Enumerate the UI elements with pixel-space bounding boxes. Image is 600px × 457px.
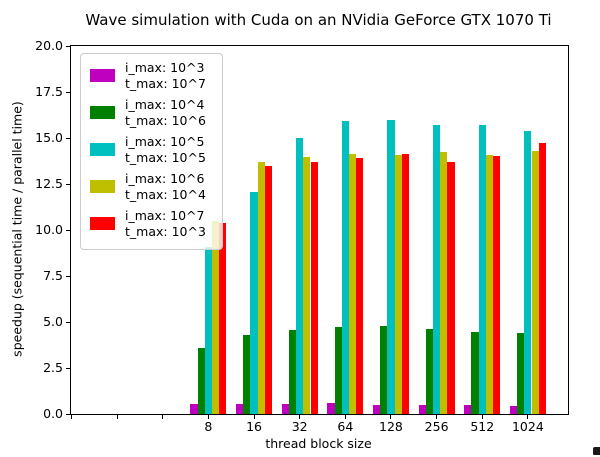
x-tick-mark xyxy=(162,415,164,419)
bar-256-series1 xyxy=(418,404,426,414)
x-tick-mark xyxy=(344,415,346,419)
legend-label: i_max: 10^5 t_max: 10^5 xyxy=(125,134,206,165)
x-tick-label: 256 xyxy=(424,419,449,434)
y-tick-mark xyxy=(66,413,70,415)
bar-8-series4 xyxy=(212,220,220,414)
y-tick-label: 2.5 xyxy=(43,360,63,375)
x-tick-mark xyxy=(390,415,392,419)
legend-label: i_max: 10^4 t_max: 10^6 xyxy=(125,97,206,128)
y-tick-mark xyxy=(66,321,70,323)
legend-label: i_max: 10^3 t_max: 10^7 xyxy=(125,60,206,91)
bar-1024-series4 xyxy=(531,150,539,414)
bar-1024-series1 xyxy=(509,405,518,414)
bar-512-series3 xyxy=(478,125,486,414)
y-tick-mark xyxy=(66,91,70,93)
y-tick-label: 7.5 xyxy=(43,268,63,283)
bar-8-series2 xyxy=(197,347,205,414)
y-tick-label: 0.0 xyxy=(43,406,63,421)
x-tick-label: 32 xyxy=(291,419,308,434)
y-tick-label: 10.0 xyxy=(35,222,63,237)
chart-title: Wave simulation with Cuda on an NVidia G… xyxy=(85,11,552,29)
corner-artifact xyxy=(593,447,600,455)
y-tick-mark xyxy=(66,229,70,231)
bar-512-series4 xyxy=(485,155,494,414)
bar-1024-series2 xyxy=(517,333,525,414)
legend-item-5: i_max: 10^7 t_max: 10^3 xyxy=(90,208,215,239)
x-tick-label: 128 xyxy=(379,419,403,434)
legend-item-1: i_max: 10^3 t_max: 10^7 xyxy=(90,60,215,91)
bar-32-series2 xyxy=(288,330,297,414)
x-tick-label: 8 xyxy=(204,419,213,434)
bar-64-series1 xyxy=(327,402,335,414)
y-tick-mark xyxy=(66,275,70,277)
plot-area: i_max: 10^3 t_max: 10^7 i_max: 10^4 t_max… xyxy=(35,38,569,434)
x-tick-mark xyxy=(253,415,255,419)
x-tick-mark xyxy=(71,415,72,419)
legend-label: i_max: 10^7 t_max: 10^3 xyxy=(125,208,206,239)
bar-32-series3 xyxy=(296,138,304,414)
legend-item-4: i_max: 10^6 t_max: 10^4 xyxy=(90,171,215,202)
bar-16-series5 xyxy=(264,165,273,414)
bar-128-series4 xyxy=(394,155,402,414)
legend-swatch xyxy=(90,180,115,193)
bar-64-series4 xyxy=(348,153,357,414)
x-tick-mark xyxy=(527,415,529,419)
bar-16-series1 xyxy=(236,403,244,414)
bar-256-series4 xyxy=(440,151,448,414)
x-tick-mark xyxy=(436,415,438,419)
bar-1024-series3 xyxy=(524,130,532,414)
x-tick-mark xyxy=(481,415,483,419)
legend-item-3: i_max: 10^5 t_max: 10^5 xyxy=(90,134,215,165)
bar-128-series5 xyxy=(401,153,409,414)
bar-256-series5 xyxy=(447,161,455,414)
x-tick-mark xyxy=(116,415,118,419)
bar-256-series3 xyxy=(433,125,441,414)
bar-64-series2 xyxy=(334,326,342,414)
bar-512-series2 xyxy=(471,332,479,414)
legend: i_max: 10^3 t_max: 10^7 i_max: 10^4 t_max… xyxy=(80,53,223,250)
x-tick-mark xyxy=(299,415,301,419)
x-tick-label: 1024 xyxy=(511,419,544,434)
bar-128-series2 xyxy=(380,325,388,414)
bar-16-series3 xyxy=(250,192,258,414)
bar-16-series4 xyxy=(257,161,265,414)
bar-32-series4 xyxy=(303,157,311,414)
legend-swatch xyxy=(90,217,115,230)
bar-512-series5 xyxy=(493,156,501,414)
x-tick-label: 512 xyxy=(470,419,495,434)
legend-swatch xyxy=(90,69,115,82)
y-tick-mark xyxy=(66,367,70,369)
bar-8-series3 xyxy=(204,247,212,414)
legend-swatch xyxy=(90,106,115,119)
bar-128-series3 xyxy=(387,119,395,414)
legend-label: i_max: 10^6 t_max: 10^4 xyxy=(125,171,206,202)
y-tick-mark xyxy=(66,45,70,47)
x-tick-label: 16 xyxy=(246,419,262,434)
bar-512-series1 xyxy=(464,404,472,414)
legend-item-2: i_max: 10^4 t_max: 10^6 xyxy=(90,97,215,128)
y-tick-label: 12.5 xyxy=(35,176,63,191)
bar-8-series5 xyxy=(219,222,227,414)
bar-64-series5 xyxy=(356,158,364,414)
y-tick-label: 17.5 xyxy=(35,84,63,99)
bar-64-series3 xyxy=(341,120,349,414)
bar-32-series1 xyxy=(281,403,289,414)
y-tick-mark xyxy=(66,137,70,139)
x-tick-label: 64 xyxy=(337,419,354,434)
bar-256-series2 xyxy=(425,329,433,414)
x-tick-mark xyxy=(207,415,209,419)
bar-32-series5 xyxy=(310,161,318,414)
y-tick-mark xyxy=(66,183,70,185)
x-axis-label: thread block size xyxy=(265,436,372,451)
bar-8-series1 xyxy=(190,403,198,414)
legend-swatch xyxy=(90,143,115,156)
y-tick-label: 20.0 xyxy=(35,38,63,53)
bar-1024-series5 xyxy=(538,142,546,414)
y-tick-label: 5.0 xyxy=(43,314,63,329)
bar-128-series1 xyxy=(372,404,381,414)
bar-16-series2 xyxy=(243,334,251,414)
y-tick-label: 15.0 xyxy=(35,130,63,145)
